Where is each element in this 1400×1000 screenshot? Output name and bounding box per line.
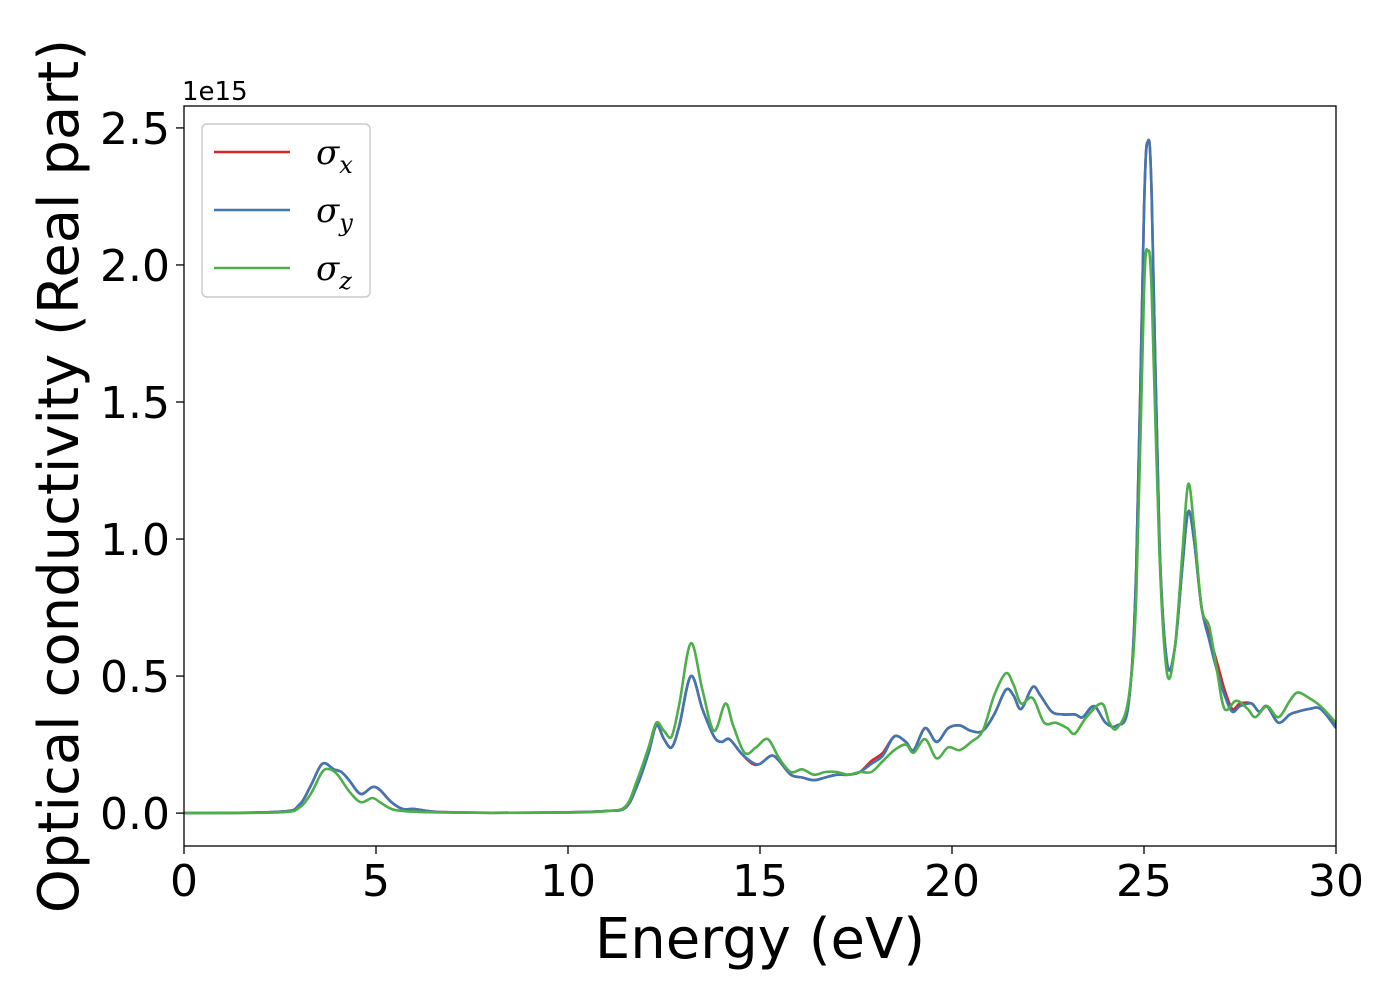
- y-tick-label: 2.5: [100, 104, 170, 155]
- x-tick-label: 30: [1308, 856, 1364, 907]
- y-tick-label: 2.0: [100, 241, 170, 292]
- series-line-z: [184, 247, 1336, 815]
- y-axis-label: Optical conductivity (Real part): [27, 39, 92, 913]
- y-tick-label: 1.0: [100, 515, 170, 566]
- y-tick-label: 0.5: [100, 652, 170, 703]
- x-axis-label: Energy (eV): [595, 907, 925, 972]
- x-axis-ticks: 0 5 10 15 20 25 30: [170, 846, 1364, 907]
- y-offset-label: 1e15: [182, 77, 248, 107]
- x-tick-label: 15: [732, 856, 788, 907]
- x-tick-label: 20: [924, 856, 980, 907]
- x-tick-label: 5: [362, 856, 390, 907]
- y-tick-label: 0.0: [100, 789, 170, 840]
- y-tick-label: 1.5: [100, 378, 170, 429]
- y-axis-ticks: 0.0 0.5 1.0 1.5 2.0 2.5: [100, 104, 184, 840]
- series-layer: [184, 138, 1336, 815]
- x-tick-label: 0: [170, 856, 198, 907]
- x-tick-label: 25: [1116, 856, 1172, 907]
- x-tick-label: 10: [540, 856, 596, 907]
